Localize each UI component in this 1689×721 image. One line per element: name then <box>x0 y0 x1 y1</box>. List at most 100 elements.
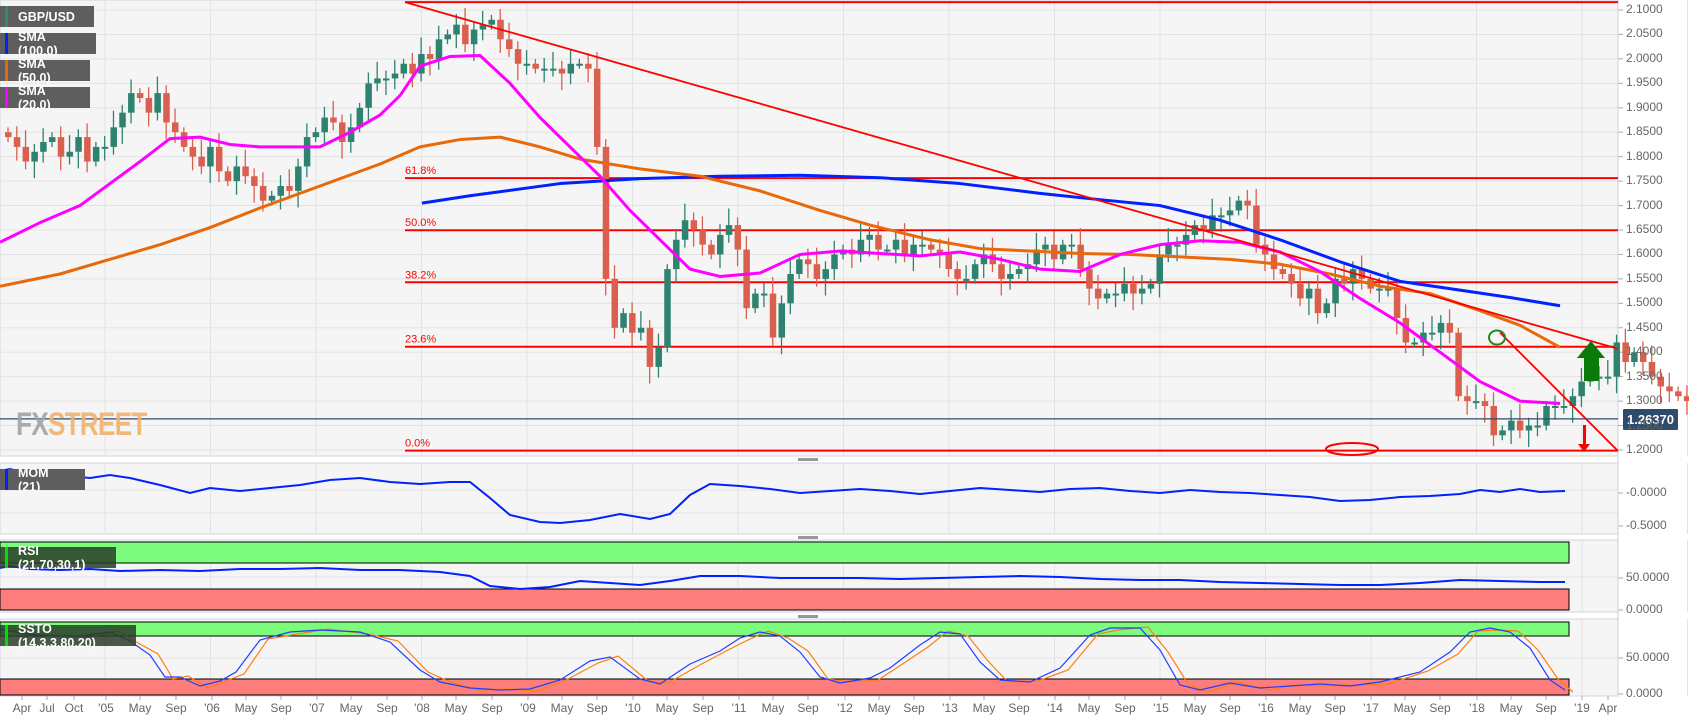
watermark-street: STREET <box>47 406 147 442</box>
candle-body <box>646 327 654 367</box>
candle-body <box>1569 396 1577 406</box>
candle-body <box>1314 288 1322 314</box>
rsi-swatch <box>5 547 8 568</box>
y-tick-label: 50.0000 <box>1626 570 1670 584</box>
sma20-swatch <box>5 87 8 108</box>
candle-body <box>215 146 223 172</box>
y-tick-label: 1.4000 <box>1626 344 1663 359</box>
y-tick-label: 1.5000 <box>1626 295 1663 310</box>
candle-body <box>796 259 803 274</box>
y-tick-label: 2.0000 <box>1626 50 1663 65</box>
panel-resize-handle[interactable] <box>798 536 818 539</box>
candle-body <box>303 137 311 167</box>
candle-body <box>1130 283 1137 294</box>
candle-body <box>1191 225 1199 235</box>
candle-body <box>1376 288 1383 291</box>
x-tick-label: Sep <box>903 701 925 715</box>
candle-body <box>1675 391 1682 397</box>
candle-body <box>998 264 1005 279</box>
candle-body <box>356 107 364 128</box>
candle-body <box>1464 396 1471 402</box>
candle-body <box>875 234 882 250</box>
candle-body <box>1226 210 1234 216</box>
legend-label: SMA (20,0) <box>18 83 51 112</box>
candle-body <box>637 327 645 333</box>
panel-resize-handle[interactable] <box>798 615 818 618</box>
candle-body <box>1297 283 1304 299</box>
candle-body <box>822 269 829 279</box>
ssto-d-line <box>7 626 1574 693</box>
candle-body <box>84 137 91 162</box>
candle-body <box>1305 288 1313 299</box>
legend-sma20[interactable]: SMA (20,0) <box>0 84 90 112</box>
candle-body <box>866 234 873 240</box>
candle-body <box>523 63 531 66</box>
y-tick-label: 1.6500 <box>1626 222 1663 236</box>
x-tick-label: '15 <box>1153 701 1169 715</box>
x-tick-label: Apr <box>1598 701 1618 715</box>
candle-body <box>778 303 786 338</box>
candle-body <box>831 254 838 270</box>
candle-body <box>1393 288 1401 318</box>
x-tick-label: '13 <box>942 701 958 715</box>
x-tick-label: Jul <box>39 701 55 715</box>
x-tick-label: Sep <box>797 701 819 715</box>
candle-body <box>251 176 258 186</box>
candle-body <box>1534 425 1541 428</box>
fxstreet-watermark: FXSTREET <box>16 406 147 442</box>
candle-body <box>760 293 768 296</box>
candle-body <box>22 146 30 162</box>
candle-body <box>224 171 232 182</box>
y-tick-label: 1.4500 <box>1626 319 1663 334</box>
candle-body <box>1042 244 1049 250</box>
panel-resize-handle[interactable] <box>798 458 818 461</box>
candle-body <box>787 274 794 304</box>
legend-mom[interactable]: MOM (21) <box>0 466 85 494</box>
y-tick-label: 2.1000 <box>1626 1 1663 16</box>
candle-body <box>286 186 293 191</box>
candle-body <box>1525 425 1533 431</box>
x-tick-label: Sep <box>692 701 714 715</box>
candle-body <box>690 220 698 230</box>
up-arrow-icon <box>1577 341 1605 381</box>
candle-body <box>1121 283 1128 294</box>
x-tick-label: '08 <box>414 701 430 715</box>
candle-body <box>488 19 495 25</box>
fib-level-label: 0.0% <box>405 438 430 450</box>
y-tick-label: 1.8000 <box>1626 148 1663 163</box>
candle-body <box>119 112 126 128</box>
candle-body <box>1270 254 1278 270</box>
rsi-oversold-zone <box>0 588 1570 611</box>
candle-body <box>198 156 205 167</box>
candle-body <box>725 225 733 235</box>
watermark-fx: FX <box>16 406 49 442</box>
x-tick-label: '16 <box>1258 701 1274 715</box>
candle-body <box>1033 249 1040 265</box>
candle-body <box>321 117 328 133</box>
candle-body <box>813 264 821 279</box>
legend-sma100[interactable]: SMA (100,0) <box>0 30 96 58</box>
candle-body <box>734 225 742 250</box>
y-tick-label: 1.7000 <box>1626 197 1663 212</box>
candle-body <box>1007 274 1014 279</box>
candle-body <box>75 137 82 152</box>
candle-body <box>5 132 12 138</box>
trendline <box>404 1 1619 350</box>
legend-rsi[interactable]: RSI (21,70,30,1) <box>0 544 116 572</box>
legend-sma50[interactable]: SMA (50,0) <box>0 57 90 85</box>
x-tick-label: May <box>1288 701 1312 715</box>
candle-body <box>804 259 812 265</box>
y-tick-label: 0.0000 <box>1626 602 1663 616</box>
candle-body <box>1156 254 1163 284</box>
legend-ssto[interactable]: SSTO (14,3,3,80,20) <box>0 622 136 650</box>
mom-swatch <box>5 469 8 490</box>
candle-body <box>180 132 188 147</box>
candle-body <box>541 68 548 71</box>
x-tick-label: Sep <box>586 701 608 715</box>
instrument-swatch <box>5 6 8 27</box>
legend-instrument[interactable]: GBP/USD <box>0 6 94 27</box>
x-tick-label: Oct <box>64 701 84 715</box>
candle-body <box>163 93 170 123</box>
x-tick-label: May <box>1183 701 1207 715</box>
